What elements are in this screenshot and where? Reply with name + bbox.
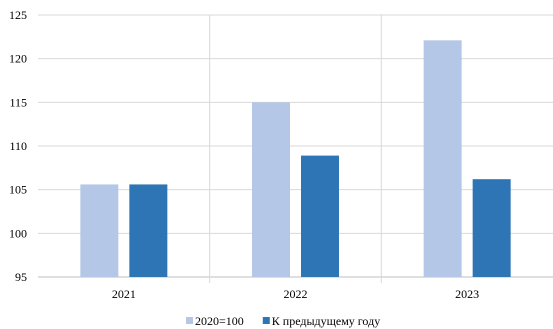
legend-label: 2020=100 (195, 314, 244, 328)
y-tick-label: 105 (9, 183, 27, 197)
y-axis-tick-labels: 95 100 105 110 115 120 125 (9, 8, 27, 284)
legend-swatch (262, 317, 270, 324)
x-tick-label: 2023 (455, 287, 479, 301)
x-tick-label: 2021 (112, 287, 136, 301)
y-tick-label: 125 (9, 8, 27, 22)
x-tick-label: 2022 (284, 287, 308, 301)
bars (80, 40, 511, 278)
bar-base-2020-2023 (423, 40, 462, 278)
y-tick-label: 120 (9, 52, 27, 66)
bar-prev-year-2021 (129, 184, 168, 277)
y-tick-label: 95 (15, 270, 27, 284)
gridlines (38, 14, 553, 283)
bar-base-2020-2021 (80, 184, 119, 277)
bar-base-2020-2022 (252, 102, 290, 277)
legend-label: К предыдущему году (272, 314, 380, 328)
y-tick-label: 115 (9, 95, 27, 109)
x-axis-tick-labels: 2021 2022 2023 (112, 287, 479, 301)
legend: 2020=100 К предыдущему году (186, 314, 380, 328)
bar-prev-year-2022 (301, 155, 339, 277)
bar-prev-year-2023 (472, 179, 511, 277)
y-tick-label: 110 (9, 139, 27, 153)
y-tick-label: 100 (9, 226, 27, 240)
legend-swatch (186, 317, 193, 324)
